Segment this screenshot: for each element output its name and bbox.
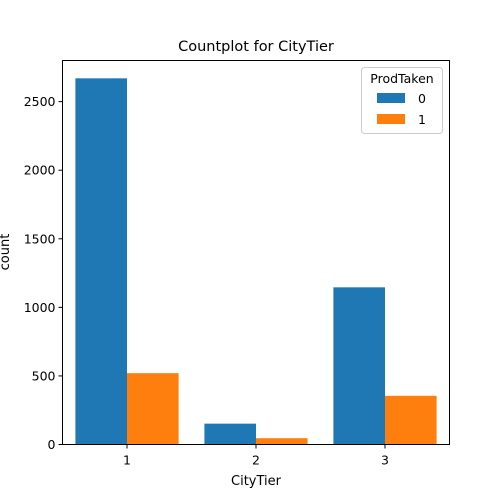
legend: ProdTaken 0 1 xyxy=(362,68,443,134)
y-tick-label: 2500 xyxy=(24,94,56,109)
legend-swatch-1 xyxy=(377,114,405,124)
bar-series-1-cat-3 xyxy=(385,396,437,445)
bar-series-0-cat-3 xyxy=(333,287,385,444)
bar-series-1-cat-1 xyxy=(127,373,179,444)
y-axis: 0 500 1000 1500 2000 2500 xyxy=(24,94,63,452)
y-tick-label: 0 xyxy=(48,437,56,452)
x-tick-label: 3 xyxy=(381,453,389,468)
y-tick-label: 2000 xyxy=(24,163,56,178)
bar-series-0-cat-1 xyxy=(75,78,127,444)
x-tick-label: 1 xyxy=(123,453,131,468)
bar-series-0-cat-2 xyxy=(204,424,256,445)
x-axis: 1 2 3 xyxy=(123,445,389,468)
legend-label-0: 0 xyxy=(418,91,426,106)
legend-swatch-0 xyxy=(377,93,405,103)
x-axis-label: CityTier xyxy=(231,474,282,489)
legend-label-1: 1 xyxy=(418,112,426,127)
y-tick-label: 1500 xyxy=(24,231,56,246)
legend-title: ProdTaken xyxy=(370,71,433,86)
bar-series-1-cat-2 xyxy=(256,438,308,444)
y-tick-label: 500 xyxy=(32,368,56,383)
y-axis-label: count xyxy=(0,234,13,271)
chart-title: Countplot for CityTier xyxy=(178,39,334,55)
y-tick-label: 1000 xyxy=(24,300,56,315)
x-tick-label: 2 xyxy=(252,453,260,468)
